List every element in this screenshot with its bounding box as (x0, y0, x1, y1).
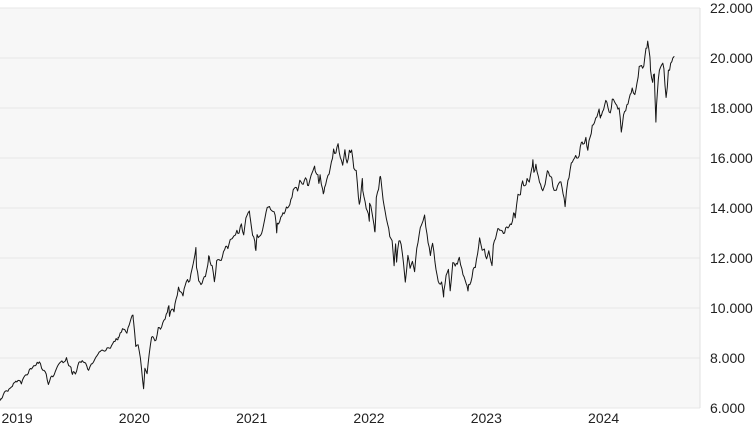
y-axis-tick-label: 22.000 (710, 0, 753, 16)
y-axis-tick-label: 18.000 (710, 100, 753, 116)
x-axis-tick-label: 2023 (471, 410, 502, 426)
x-axis-tick-label: 2021 (236, 410, 267, 426)
x-axis-tick-label: 2022 (353, 410, 384, 426)
y-axis-tick-label: 20.000 (710, 50, 753, 66)
y-axis-tick-label: 16.000 (710, 150, 753, 166)
x-axis-tick-label: 2020 (119, 410, 150, 426)
y-axis-tick-label: 14.000 (710, 200, 753, 216)
x-axis-tick-label: 2019 (2, 410, 33, 426)
price-line (0, 40, 675, 401)
x-axis-tick-label: 2024 (588, 410, 619, 426)
y-axis-tick-label: 8.000 (710, 350, 745, 366)
y-axis-tick-label: 6.000 (710, 400, 745, 416)
y-axis-tick-label: 12.000 (710, 250, 753, 266)
y-axis-tick-label: 10.000 (710, 300, 753, 316)
